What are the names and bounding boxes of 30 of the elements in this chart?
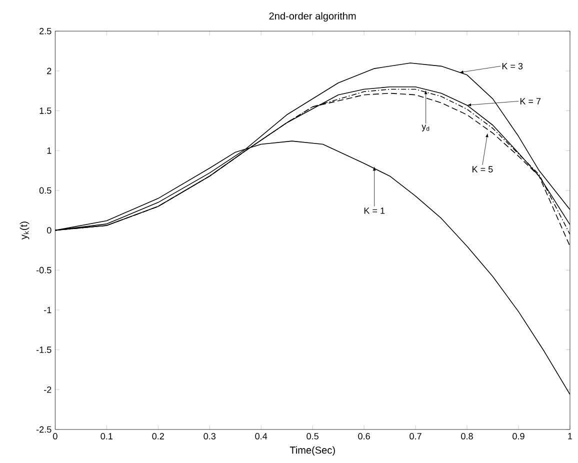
y-tick-label: 2 (47, 68, 52, 74)
x-tick-label: 0.1 (100, 433, 113, 440)
x-tick-label: 0.9 (512, 433, 524, 440)
y-tick-label: -2 (44, 386, 52, 393)
x-tick-label: 0.4 (255, 433, 268, 440)
x-tick-label: 0.7 (410, 433, 422, 440)
y-tick-label: -2.5 (36, 426, 52, 433)
y-tick-label: 1.5 (40, 108, 52, 114)
x-tick-label: 0.8 (461, 433, 473, 440)
y-tick-label: 1 (47, 148, 52, 154)
y-tick-label: 0 (46, 227, 52, 234)
y-tick-label: 2.5 (40, 28, 52, 35)
x-tick-label: 0.5 (306, 433, 318, 440)
x-tick-label: 0.2 (152, 433, 164, 440)
x-tick-label: 0.3 (204, 433, 216, 440)
y-axis-title: y$_{k}$(t) (20, 222, 30, 240)
annotation: K = 5 (472, 166, 493, 173)
x-axis-title: Time(Sec) (290, 446, 335, 456)
annotation: K = 7 (520, 98, 541, 105)
annotation: K = 1 (364, 208, 385, 214)
x-tick-label: 0 (53, 433, 58, 440)
y-tick-label: -1.5 (36, 346, 52, 354)
x-tick-label: 0.6 (358, 433, 370, 440)
annotation: y$_{d}$ (422, 124, 430, 132)
y-tick-label: 0.5 (39, 187, 52, 194)
y-tick-label: -0.5 (36, 267, 52, 274)
y-tick-label: -1 (44, 307, 52, 314)
annotation: K = 3 (502, 63, 523, 70)
x-tick-label: 1 (568, 433, 572, 440)
chart-title: 2nd-order algorithm (269, 12, 356, 22)
